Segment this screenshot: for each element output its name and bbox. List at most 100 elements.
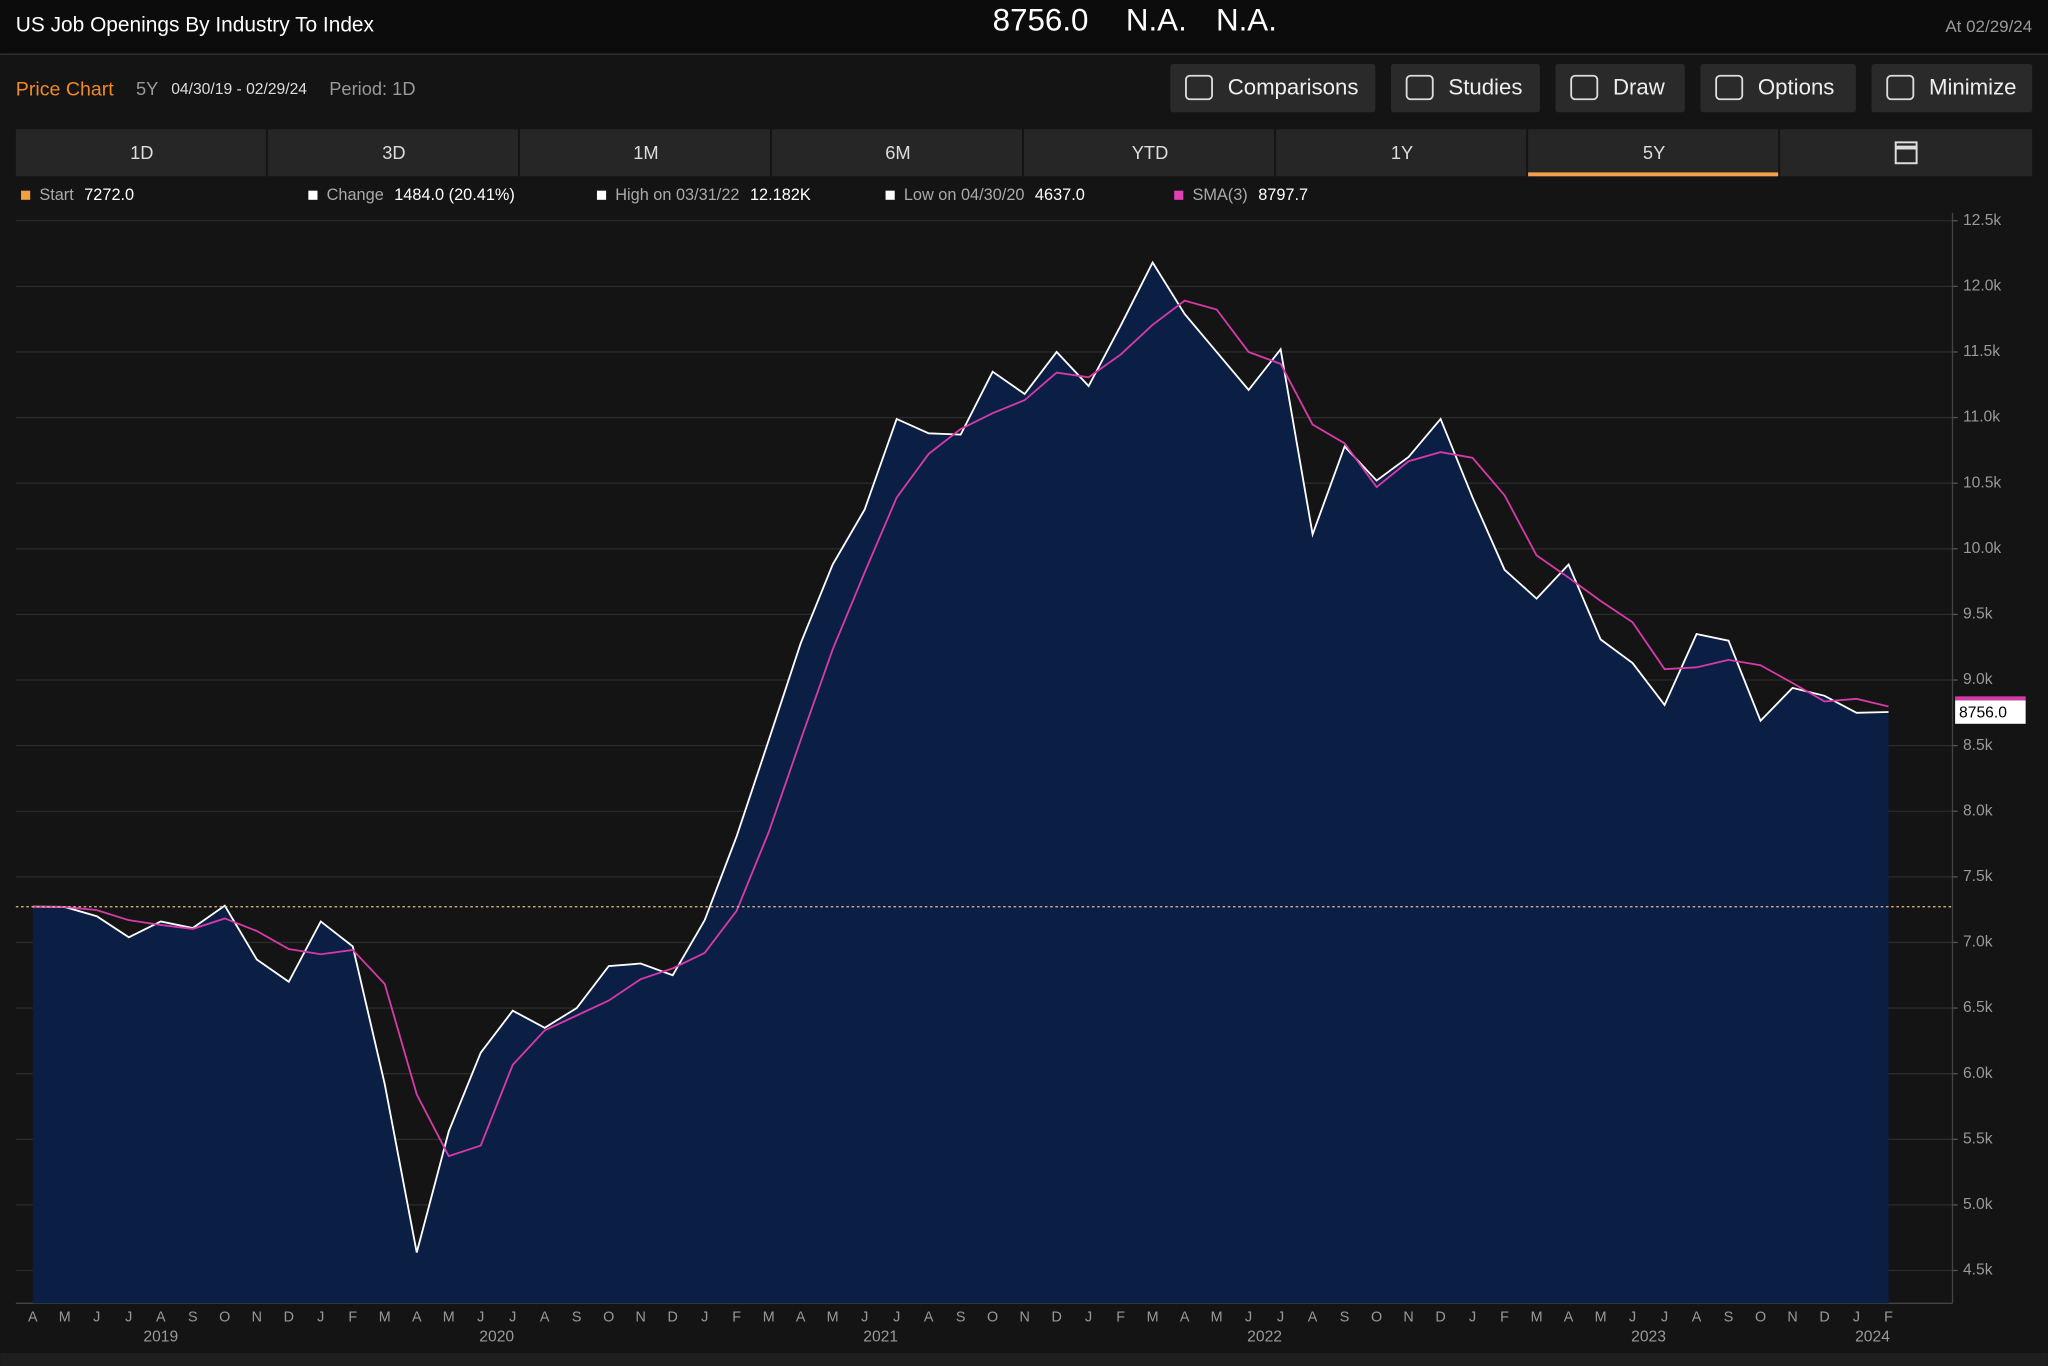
x-tick-label: M — [1211, 1309, 1223, 1325]
chart: 4.5k 5.0k 5.5k 6.0k 6.5k 7.0k 7.5k 8.0k 8.5k 9.0k… — [15, 212, 2026, 1345]
tab-label: 5Y — [1643, 142, 1665, 163]
tab-selected-underline — [1528, 172, 1779, 177]
y-tick-label: 6.5k — [1963, 999, 1993, 1016]
x-tick-label: D — [668, 1309, 678, 1325]
x-year-label: 2019 — [143, 1328, 178, 1345]
calendar-icon — [1894, 141, 1918, 165]
x-tick-label: J — [125, 1309, 132, 1325]
stat-value: 7272.0 — [84, 186, 134, 204]
y-tick-label: 10.5k — [1963, 474, 2001, 491]
button-label: Minimize — [1929, 75, 2017, 100]
x-tick-label: A — [1180, 1309, 1190, 1325]
tab-label: 1D — [130, 142, 153, 163]
button-label: Comparisons — [1228, 75, 1359, 100]
y-tick-label: 9.0k — [1963, 671, 1993, 688]
header-bar — [0, 0, 2048, 54]
y-tick-label: 4.5k — [1963, 1262, 1993, 1279]
x-tick-label: J — [1277, 1309, 1284, 1325]
x-year-label: 2024 — [1855, 1328, 1890, 1345]
toolbar-button[interactable]: Draw — [1555, 63, 1685, 113]
x-tick-label: S — [1724, 1309, 1734, 1325]
toolbar-button[interactable]: Comparisons — [1170, 63, 1376, 113]
y-tick-label: 11.5k — [1963, 343, 2000, 360]
y-tick-label: 5.5k — [1963, 1130, 1993, 1147]
x-tick-label: N — [252, 1309, 262, 1325]
x-tick-label: D — [284, 1309, 294, 1325]
x-tick-label: J — [1661, 1309, 1668, 1325]
x-tick-label: A — [1308, 1309, 1318, 1325]
stat-marker — [1174, 190, 1184, 200]
y-tick-label: 8.0k — [1963, 802, 1993, 819]
stat-value: 1484.0 (20.41%) — [394, 186, 515, 204]
x-tick-label: F — [1884, 1309, 1893, 1325]
x-year-label: 2021 — [863, 1328, 898, 1345]
y-tick-label: 6.0k — [1963, 1065, 1993, 1082]
toolbar-button[interactable]: Options — [1700, 63, 1856, 113]
x-year-label: 2023 — [1631, 1328, 1666, 1345]
calendar-tab[interactable] — [1780, 129, 2033, 177]
x-tick-label: A — [156, 1309, 166, 1325]
y-tick-label: 10.0k — [1963, 540, 2001, 557]
x-tick-label: M — [763, 1309, 775, 1325]
x-tick-label: F — [732, 1309, 741, 1325]
y-tick-label: 12.0k — [1963, 277, 2001, 294]
tab-background[interactable] — [267, 129, 518, 177]
price-line — [32, 260, 1889, 1253]
x-tick-label: J — [861, 1309, 868, 1325]
y-tick-label: 8.5k — [1963, 737, 1993, 754]
x-tick-label: A — [796, 1309, 806, 1325]
stat-value: 12.182K — [750, 186, 811, 204]
x-tick-label: M — [1147, 1309, 1159, 1325]
button-icon — [1570, 74, 1599, 101]
y-tick-label: 9.5k — [1963, 606, 1993, 623]
button-background — [1170, 63, 1376, 113]
tab-label: 1M — [633, 142, 658, 163]
toolbar-buttons: Comparisons Studies Draw Options Minimize — [1170, 63, 2033, 113]
tab-background[interactable] — [1024, 129, 1275, 177]
tab-background[interactable] — [771, 129, 1023, 177]
button-label: Options — [1758, 75, 1834, 100]
stat-value: 4637.0 — [1035, 186, 1085, 204]
x-tick-label: J — [93, 1309, 100, 1325]
x-tick-label: M — [443, 1309, 455, 1325]
toolbar-button[interactable]: Minimize — [1871, 63, 2033, 113]
y-tick-label: 12.5k — [1963, 212, 2001, 229]
button-icon — [1405, 74, 1434, 101]
x-tick-label: A — [1692, 1309, 1702, 1325]
stat-value: 8797.7 — [1258, 186, 1308, 204]
tab-label: 3D — [382, 142, 405, 163]
toolbar-period: Period: 1D — [329, 78, 415, 99]
x-tick-label: D — [1435, 1309, 1445, 1325]
toolbar-button[interactable]: Studies — [1390, 63, 1540, 113]
last-value-badge — [1955, 700, 2026, 724]
area-fill — [32, 262, 1889, 1304]
button-label: Studies — [1448, 75, 1522, 100]
title: US Job Openings By Industry To Index — [16, 14, 375, 37]
tab-background[interactable] — [15, 129, 266, 177]
stat-label: Low on 04/30/20 — [904, 186, 1025, 204]
x-tick-label: M — [1531, 1309, 1543, 1325]
x-year-label: 2022 — [1247, 1328, 1282, 1345]
x-tick-label: J — [1085, 1309, 1092, 1325]
toolbar-dates: 04/30/19 - 02/29/24 — [171, 81, 307, 98]
x-tick-label: M — [827, 1309, 839, 1325]
x-tick-label: O — [987, 1309, 998, 1325]
stat-marker — [885, 190, 895, 200]
tab-background[interactable] — [1276, 129, 1527, 177]
stat-label: SMA(3) — [1192, 186, 1247, 204]
tab-background[interactable] — [519, 129, 770, 177]
stat-marker — [596, 190, 607, 200]
sma-line — [32, 299, 1889, 1158]
tab-background[interactable] — [1528, 129, 1779, 177]
stat-label: High on 03/31/22 — [615, 186, 739, 204]
x-tick-label: O — [219, 1309, 230, 1325]
stat-marker — [308, 190, 318, 200]
x-tick-label: J — [701, 1309, 708, 1325]
price: 8756.0 — [993, 2, 1089, 37]
y-tick-label: 7.0k — [1963, 934, 1993, 951]
x-tick-label: J — [1245, 1309, 1252, 1325]
y-tick-label: 7.5k — [1963, 868, 1993, 885]
x-tick-label: O — [1755, 1309, 1766, 1325]
tab-label: 6M — [885, 142, 910, 163]
